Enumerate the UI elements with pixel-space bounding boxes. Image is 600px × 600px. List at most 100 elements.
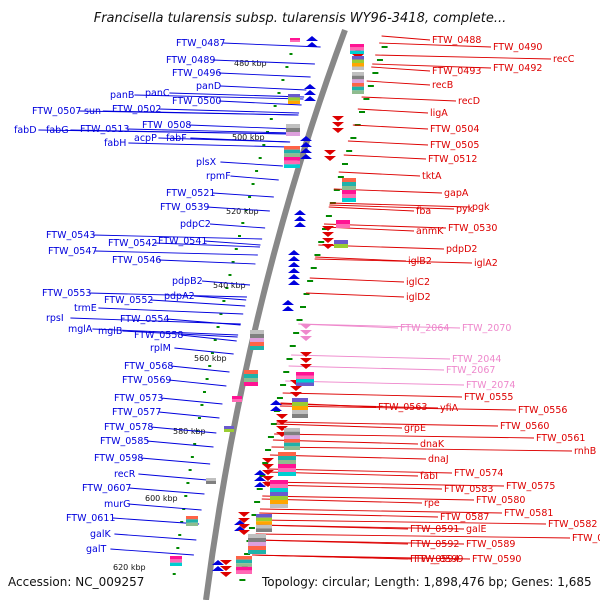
gene-label-right[interactable]: FTW_0561 [536,433,585,444]
gene-label-right[interactable]: pdpD2 [446,244,477,255]
gene-label-right[interactable]: FTW_0587 [440,512,489,523]
gene-label-left[interactable]: recR [114,469,136,480]
gene-label-left[interactable]: mglA [68,324,93,335]
gene-label-left[interactable]: panD [196,81,221,92]
gene-label-left[interactable]: trmE [74,303,97,314]
gene-label-left[interactable]: FTW_0569 [122,375,171,386]
gene-label-left[interactable]: plsX [196,157,217,168]
gene-label-right[interactable]: grpE [404,423,426,434]
gene-label-right[interactable]: FTW_2067 [446,365,495,376]
gene-label-right[interactable]: pgk [472,202,490,213]
gene-label-left[interactable]: pdpC2 [180,219,211,230]
gene-label-left[interactable]: mglB [98,326,122,337]
gene-label-right[interactable]: anmK [416,226,444,237]
gene-label-right[interactable]: iglC2 [406,277,430,288]
gene-label-left[interactable]: FTW_0607 [82,483,131,494]
gene-label-right[interactable]: FTW_2070 [462,323,511,334]
gene-label-left[interactable]: FTW_0573 [114,393,163,404]
gene-label-right[interactable]: FTW_0599 [414,554,463,565]
gene-label-right[interactable]: FTW_0580 [476,495,525,506]
gene-label-left[interactable]: acpP [134,133,157,144]
gene-label-right[interactable]: dnaJ [428,454,449,465]
gene-label-right[interactable]: FTW_0504 [430,124,479,135]
gene-label-left[interactable]: FTW_0585 [100,436,149,447]
gene-label-right[interactable]: rpe [424,498,440,509]
gene-label-left[interactable]: galT [86,544,106,555]
gene-label-right[interactable]: FTW_0555 [464,392,513,403]
gene-label-right[interactable]: FTW_0594 [410,554,459,565]
gene-label-left[interactable]: murG [104,499,131,510]
gene-label-left[interactable]: fabF [166,133,187,144]
gene-label-right[interactable]: FTW_0493 [432,66,481,77]
gene-label-right[interactable]: FTW_0512 [428,154,477,165]
gene-label-left[interactable]: fabH [104,138,126,149]
gene-label-left[interactable]: sun [84,106,101,117]
gene-label-left[interactable]: FTW_0552 [104,295,153,306]
gene-label-right[interactable]: FTW_0556 [518,405,567,416]
gene-label-right[interactable]: FTW_2074 [466,380,515,391]
gene-label-right[interactable]: FTW_2064 [400,323,449,334]
gene-label-right[interactable]: FTW_0589 [466,539,515,550]
gene-label-right[interactable]: FTW_0505 [430,140,479,151]
gene-label-right[interactable]: ligA [430,108,448,119]
gene-label-right[interactable]: fabI [420,471,438,482]
gene-label-right[interactable]: FTW_0492 [493,63,542,74]
gene-label-right[interactable]: FTW_0490 [493,42,542,53]
gene-label-right[interactable]: iglA2 [474,258,498,269]
gene-label-right[interactable]: FTW_0563 [378,402,427,413]
gene-label-right[interactable]: iglD2 [406,292,431,303]
gene-label-left[interactable]: FTW_0539 [160,202,209,213]
gene-label-left[interactable]: galK [90,529,111,540]
gene-label-right[interactable]: FTW_2044 [452,354,501,365]
gene-label-right[interactable]: FTW_0488 [432,35,481,46]
gene-label-right[interactable]: FTW_0583 [444,484,493,495]
gene-label-left[interactable]: rplM [150,343,171,354]
gene-label-right[interactable]: FTW_0575 [506,481,555,492]
gene-label-left[interactable]: FTW_0489 [166,55,215,66]
gene-label-left[interactable]: FTW_0542 [108,238,157,249]
gene-label-left[interactable]: rpmF [206,171,231,182]
gene-label-right[interactable]: pyk [456,204,474,215]
gene-label-left[interactable]: FTW_0513 [80,124,129,135]
gene-label-right[interactable]: iglB2 [408,256,432,267]
gene-label-left[interactable]: FTW_0577 [112,407,161,418]
gene-label-left[interactable]: FTW_0553 [42,288,91,299]
gene-label-left[interactable]: FTW_0508 [142,120,191,131]
gene-label-right[interactable]: yfiA [440,403,459,414]
gene-label-right[interactable]: FTW_0590 [472,554,521,565]
gene-label-right[interactable]: recD [458,96,480,107]
gene-label-left[interactable]: FTW_0507 [32,106,81,117]
gene-label-left[interactable]: pdpA2 [164,291,195,302]
gene-label-left[interactable]: FTW_0554 [120,314,169,325]
gene-label-left[interactable]: pdpB2 [172,276,203,287]
gene-label-left[interactable]: FTW_0502 [112,104,161,115]
gene-label-left[interactable]: FTW_0598 [94,453,143,464]
gene-label-right[interactable]: recB [432,80,453,91]
gene-label-left[interactable]: FTW_0546 [112,255,161,266]
gene-label-right[interactable]: FTW_0581 [504,508,553,519]
gene-label-right[interactable]: FTW_0584 [572,533,600,544]
gene-label-right[interactable]: FTW_0582 [548,519,597,530]
gene-label-right[interactable]: FTW_0591 [410,524,459,535]
gene-label-right[interactable]: FTW_0530 [448,223,497,234]
gene-label-left[interactable]: rpsI [46,313,64,324]
gene-label-left[interactable]: fabD [14,125,37,136]
gene-label-left[interactable]: FTW_0568 [124,361,173,372]
gene-label-left[interactable]: FTW_0496 [172,68,221,79]
gene-label-left[interactable]: panB [110,90,134,101]
gene-label-right[interactable]: fba [416,206,431,217]
gene-label-right[interactable]: rnhB [574,446,596,457]
gene-label-left[interactable]: FTW_0578 [104,422,153,433]
gene-label-right[interactable]: FTW_0592 [410,539,459,550]
gene-label-right[interactable]: galE [466,524,487,535]
gene-label-left[interactable]: fabG [46,125,69,136]
gene-label-left[interactable]: FTW_0541 [158,236,207,247]
gene-label-right[interactable]: dnaK [420,439,445,450]
gene-label-left[interactable]: FTW_0558 [134,330,183,341]
gene-label-left[interactable]: FTW_0500 [172,96,221,107]
gene-label-left[interactable]: FTW_0547 [48,246,97,257]
gene-label-left[interactable]: FTW_0543 [46,230,95,241]
gene-label-right[interactable]: recC [553,54,575,65]
gene-label-right[interactable]: FTW_0574 [454,468,503,479]
gene-label-left[interactable]: FTW_0487 [176,38,225,49]
